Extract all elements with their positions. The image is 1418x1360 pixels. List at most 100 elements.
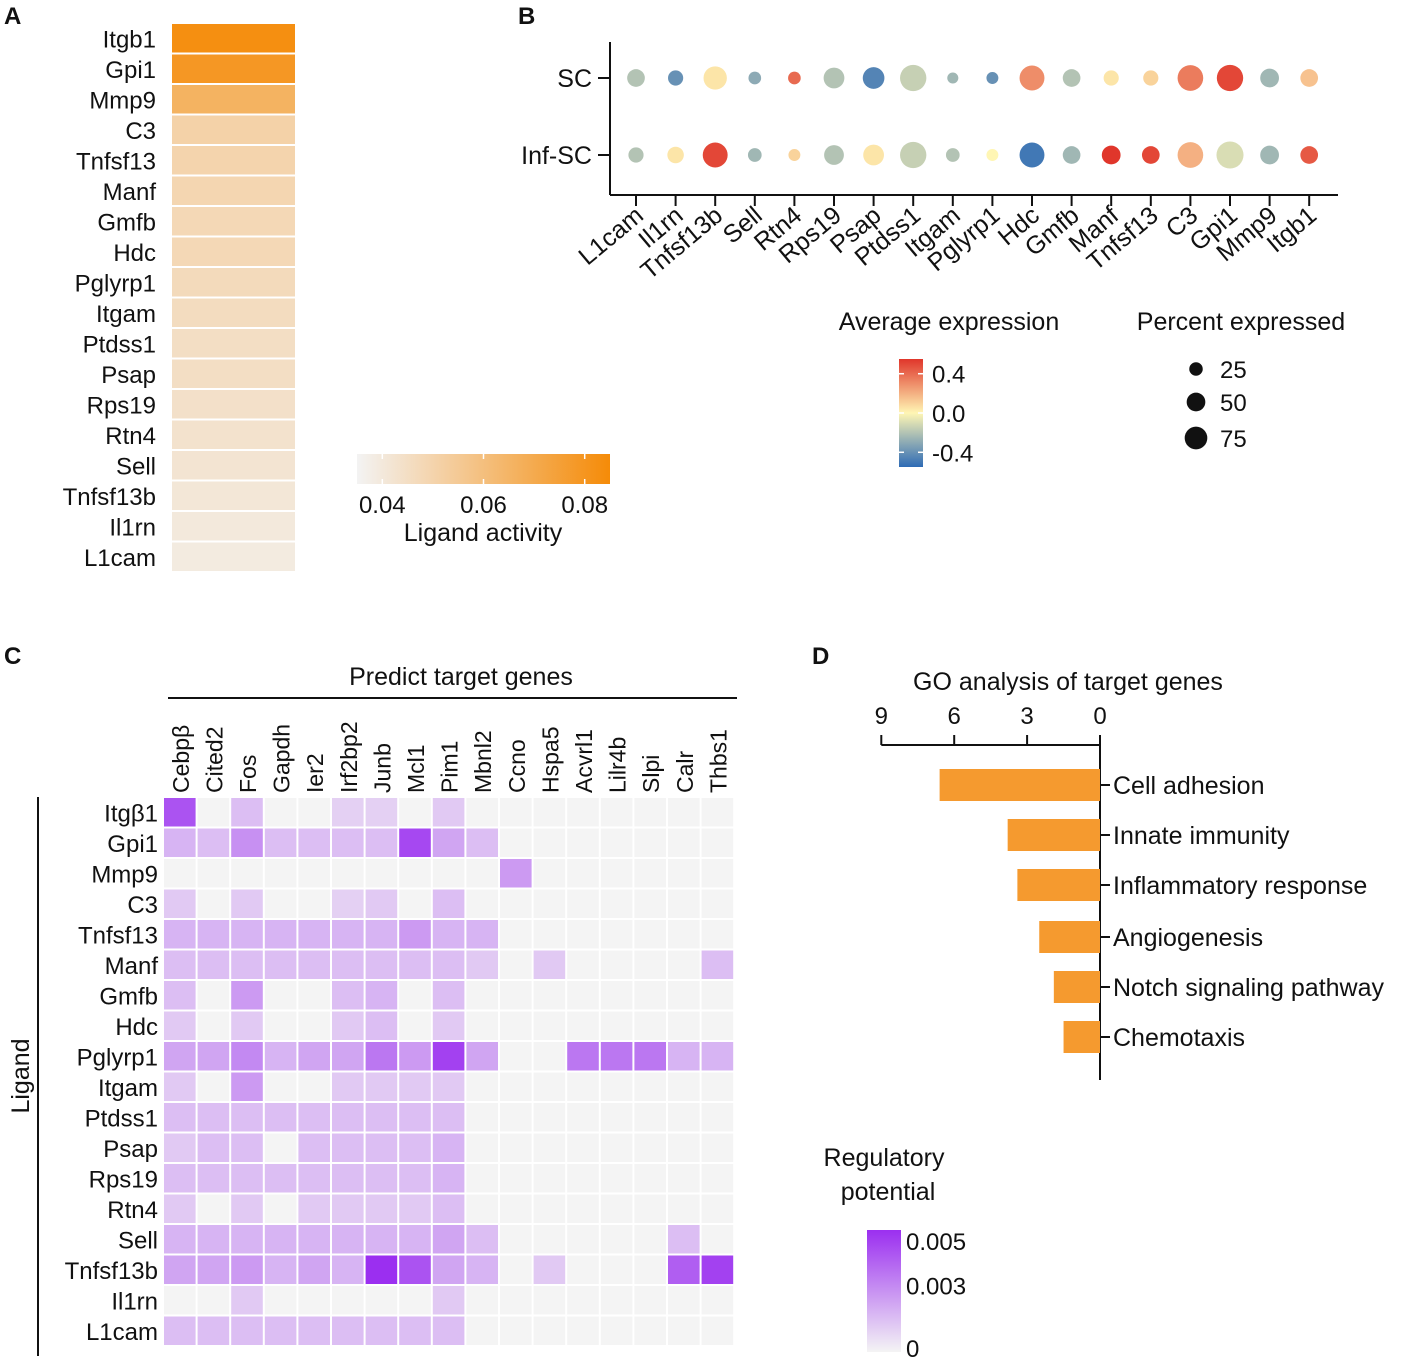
dot-inf-sc-il1rn [667,146,684,164]
regulatory-cell-pglyrp1-lilr4b [600,1042,633,1071]
regulatory-cell-psap-acvrl1 [567,1133,599,1162]
regulatory-cell-c3-ier2 [298,889,330,918]
ligand-label-rtn4: Rtn4 [105,423,156,450]
regulatory-cell-gmfb-fos [231,981,263,1010]
regulatory-cell-gpi1-slpi [634,828,666,857]
panel-label-d: D [812,643,829,670]
regulatory-cell-gpi1-pim1 [432,828,465,857]
go-bar-inflammatory-response [1017,869,1100,901]
regulatory-cell-c3-irf2bp2 [332,889,364,918]
ligand-label-itgam: Itgam [96,301,156,328]
ligand-activity-cell-hdc [172,237,295,266]
ligand-activity-cell-il1rn [172,512,295,541]
regulatory-cell-il1rn-mbnl2 [466,1286,498,1315]
regulatory-cell-itg-1-pim1 [432,798,465,827]
regulatory-cell-manf-lilr4b [600,950,633,979]
size-legend-dot-25 [1189,362,1203,376]
regulatory-cell-l1cam-pim1 [432,1316,465,1345]
regulatory-cell-il1rn-thbs1 [701,1286,734,1315]
dot-sc-psap [862,67,885,89]
regulatory-cell-l1cam-thbs1 [701,1316,734,1345]
regulatory-cell-mmp9-pim1 [432,859,465,888]
regulatory-cell-itgam-ier2 [298,1072,330,1101]
ligand-row-label-mmp9: Mmp9 [91,861,158,888]
regulatory-cell-itgam-pim1 [432,1072,465,1101]
panel-label-b: B [518,3,535,30]
regulatory-cell-l1cam-cited2 [197,1316,230,1345]
dot-sc-tnfsf13 [1143,70,1159,86]
regulatory-cell-ptdss1-cebp [164,1103,196,1132]
regulatory-cell-sell-mcl1 [399,1225,431,1254]
regulatory-cell-ptdss1-ier2 [298,1103,330,1132]
regulatory-cell-mmp9-hspa5 [533,859,566,888]
regulatory-cell-rps19-junb [365,1164,398,1193]
regulatory-cell-gpi1-cited2 [197,828,230,857]
ligand-label-sell: Sell [116,453,156,480]
dot-inf-sc-itgb1 [1300,146,1319,164]
regulatory-cell-hdc-pim1 [432,1011,465,1040]
regulatory-cell-manf-irf2bp2 [332,950,364,979]
regulatory-cell-il1rn-ccno [500,1286,532,1315]
ligand-row-label-sell: Sell [118,1227,158,1254]
regulatory-cell-tnfsf13b-ier2 [298,1255,330,1284]
regulatory-cell-gmfb-pim1 [432,981,465,1010]
ligand-row-label-rps19: Rps19 [89,1166,158,1193]
regulatory-cell-psap-pim1 [432,1133,465,1162]
regulatory-cell-tnfsf13-ier2 [298,920,330,949]
regulatory-cell-tnfsf13b-ccno [500,1255,532,1284]
regulatory-cell-il1rn-junb [365,1286,398,1315]
size-legend-dot-50 [1186,392,1206,412]
regulatory-cell-hdc-cebp [164,1011,196,1040]
regulatory-cell-tnfsf13-thbs1 [701,920,734,949]
regulatory-cell-hdc-calr [668,1011,700,1040]
dot-inf-sc-c3 [1177,142,1204,168]
regulatory-cell-psap-ccno [500,1133,532,1162]
dot-inf-sc-manf [1101,145,1121,165]
regulatory-cell-rps19-ier2 [298,1164,330,1193]
go-bar-cell-adhesion [939,769,1100,801]
regulatory-cell-psap-thbs1 [701,1133,734,1162]
regulatory-cell-psap-lilr4b [600,1133,633,1162]
regulatory-cell-rtn4-slpi [634,1194,666,1223]
regulatory-cell-tnfsf13b-thbs1 [701,1255,734,1284]
regulatory-cell-tnfsf13-junb [365,920,398,949]
regulatory-cell-manf-fos [231,950,263,979]
ligand-row-label-pglyrp1: Pglyrp1 [77,1044,158,1071]
dot-sc-gmfb [1062,69,1081,87]
regulatory-cell-ptdss1-gapdh [264,1103,297,1132]
regulatory-cell-itg-1-calr [668,798,700,827]
regulatory-cell-ptdss1-ccno [500,1103,532,1132]
regulatory-cell-l1cam-cebp [164,1316,196,1345]
regulatory-cell-ptdss1-acvrl1 [567,1103,599,1132]
regulatory-cell-il1rn-slpi [634,1286,666,1315]
regulatory-cell-ptdss1-calr [668,1103,700,1132]
ligand-activity-cell-mmp9 [172,85,295,114]
dot-inf-sc-mmp9 [1260,145,1279,165]
regulatory-cell-pglyrp1-slpi [634,1042,666,1071]
regulatory-cell-mmp9-cited2 [197,859,230,888]
regulatory-cell-manf-cebp [164,950,196,979]
regulatory-cell-ptdss1-irf2bp2 [332,1103,364,1132]
target-gene-label-pim1: Pim1 [437,741,463,793]
regulatory-cell-sell-mbnl2 [466,1225,498,1254]
regulatory-cell-gpi1-fos [231,828,263,857]
regulatory-cell-sell-hspa5 [533,1225,566,1254]
regulatory-potential-colorbar [867,1230,901,1352]
ligand-label-itgb1: Itgb1 [103,26,156,53]
target-gene-label-mcl1: Mcl1 [403,744,429,793]
regulatory-cell-tnfsf13b-hspa5 [533,1255,566,1284]
regulatory-cell-hdc-mcl1 [399,1011,431,1040]
regulatory-cell-tnfsf13-fos [231,920,263,949]
ligand-activity-tick-label: 0.04 [359,492,406,519]
regulatory-cell-manf-gapdh [264,950,297,979]
ligand-label-manf: Manf [103,179,157,206]
regulatory-cell-pglyrp1-cited2 [197,1042,230,1071]
ligand-activity-cell-itgb1 [172,24,295,53]
regulatory-cell-pglyrp1-acvrl1 [567,1042,599,1071]
ligand-label-tnfsf13b: Tnfsf13b [63,484,156,511]
regulatory-tick-label: 0.003 [906,1273,966,1300]
go-x-tick-label: 6 [948,703,961,730]
target-gene-label-hspa5: Hspa5 [537,727,563,793]
dot-sc-ptdss1 [900,64,927,92]
regulatory-cell-tnfsf13b-mcl1 [399,1255,431,1284]
